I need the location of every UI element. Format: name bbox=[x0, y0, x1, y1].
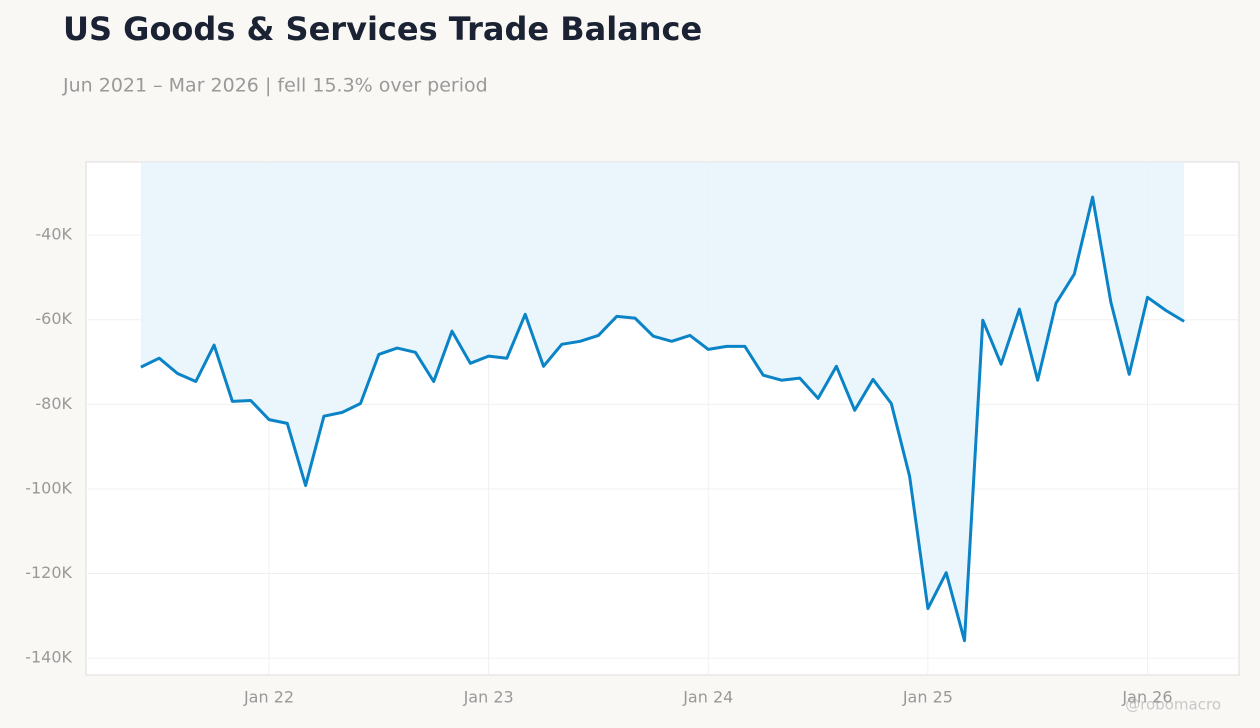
y-tick-label: -60K bbox=[35, 309, 72, 328]
x-tick-label: Jan 26 bbox=[1121, 688, 1172, 707]
chart-subtitle: Jun 2021 – Mar 2026 | fell 15.3% over pe… bbox=[62, 75, 488, 97]
area bbox=[140, 162, 1185, 641]
x-tick-label: Jan 25 bbox=[902, 688, 953, 707]
y-tick-label: -80K bbox=[35, 394, 72, 413]
watermark: @robomacro bbox=[1125, 696, 1221, 714]
chart-title: US Goods & Services Trade Balance bbox=[63, 10, 702, 48]
plot-layer bbox=[86, 162, 1239, 675]
x-tick-label: Jan 23 bbox=[463, 688, 514, 707]
x-tick-label: Jan 22 bbox=[243, 688, 294, 707]
y-tick-label: -40K bbox=[35, 225, 72, 244]
y-tick-label: -120K bbox=[25, 563, 72, 582]
y-tick-label: -140K bbox=[25, 648, 72, 667]
line bbox=[140, 195, 1185, 643]
y-tick-label: -100K bbox=[25, 478, 72, 497]
x-tick-label: Jan 24 bbox=[682, 688, 733, 707]
